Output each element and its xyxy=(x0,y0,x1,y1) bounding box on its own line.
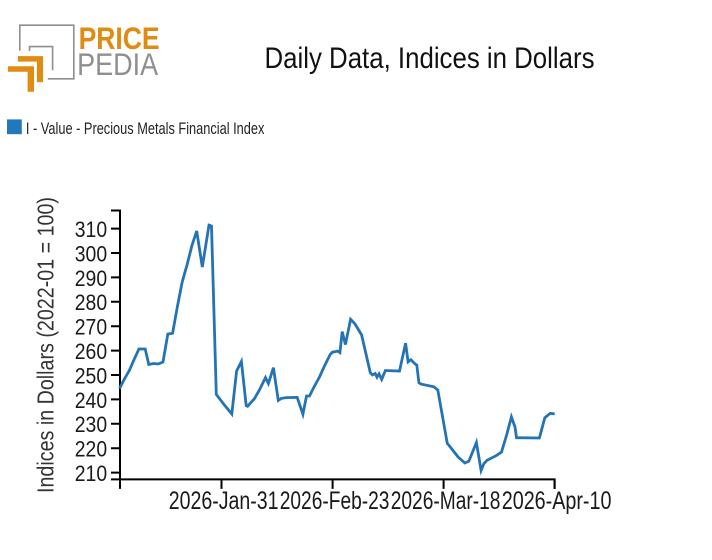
svg-text:Daily Data, Indices in Dollars: Daily Data, Indices in Dollars xyxy=(265,42,595,75)
svg-text:I - Value - Precious Metals Fi: I - Value - Precious Metals Financial In… xyxy=(26,119,265,138)
svg-text:2026-Apr-10: 2026-Apr-10 xyxy=(502,487,612,515)
svg-text:Indices in Dollars (2022-01 =: Indices in Dollars (2022-01 = 100) xyxy=(33,197,59,493)
svg-text:260: 260 xyxy=(75,339,107,364)
svg-text:240: 240 xyxy=(75,388,107,413)
svg-text:2026-Mar-18: 2026-Mar-18 xyxy=(391,487,501,515)
svg-text:290: 290 xyxy=(75,266,107,291)
svg-text:230: 230 xyxy=(75,412,107,437)
svg-text:2026-Feb-23: 2026-Feb-23 xyxy=(280,487,390,515)
svg-text:270: 270 xyxy=(75,315,107,340)
svg-text:2026-Jan-31: 2026-Jan-31 xyxy=(169,487,279,515)
svg-text:PRICE: PRICE xyxy=(79,20,160,56)
svg-text:300: 300 xyxy=(75,241,107,266)
svg-text:280: 280 xyxy=(75,290,107,315)
svg-text:PEDIA: PEDIA xyxy=(77,46,159,82)
svg-text:210: 210 xyxy=(75,461,107,486)
svg-text:220: 220 xyxy=(75,437,107,462)
svg-text:310: 310 xyxy=(75,217,107,242)
svg-text:250: 250 xyxy=(75,363,107,388)
